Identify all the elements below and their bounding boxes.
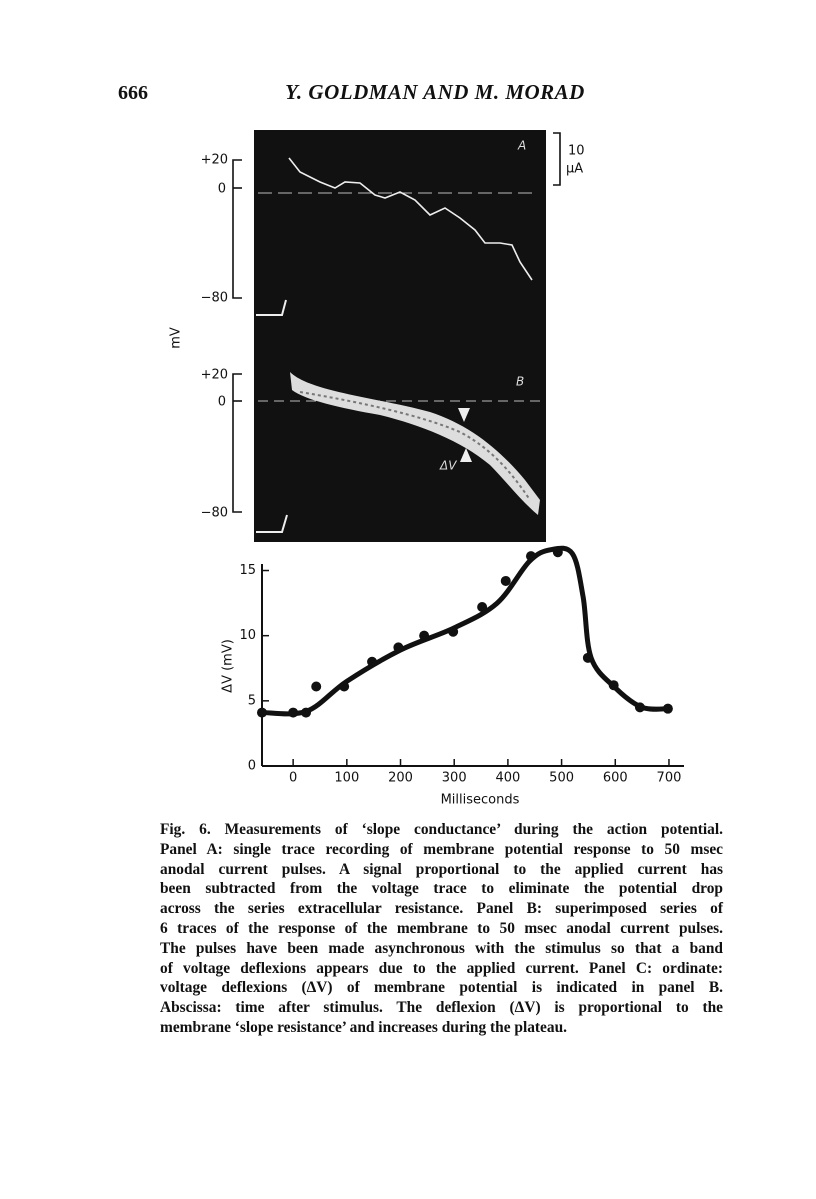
caption-line: Panel A: single trace recording of membr… xyxy=(160,840,723,858)
axis-label: −80 xyxy=(201,506,228,521)
current-scale xyxy=(553,132,561,186)
trace xyxy=(288,157,533,281)
fit-curve xyxy=(259,545,672,717)
x-tick-label: 500 xyxy=(549,771,574,786)
data-point xyxy=(500,575,511,586)
data-point xyxy=(608,680,619,691)
arrow xyxy=(458,408,470,422)
y-tick-label: 15 xyxy=(239,563,256,578)
trace xyxy=(256,299,287,316)
x-tick-label: 300 xyxy=(442,771,467,786)
axis-label: 0 xyxy=(218,395,226,410)
x-tick-label: 100 xyxy=(334,771,359,786)
trace xyxy=(256,514,288,533)
caption: Fig. 6. Measurements of ‘slope conductan… xyxy=(160,820,723,1038)
caption-line: The pulses have been made asynchronous w… xyxy=(160,939,723,957)
panel-label: A xyxy=(517,139,526,153)
caption-line: membrane ‘slope resistance’ and increase… xyxy=(160,1018,567,1036)
data-point xyxy=(634,702,645,713)
caption-line: anodal current pulses. A signal proporti… xyxy=(160,860,723,878)
y-tick-label: 10 xyxy=(239,628,256,643)
oscilloscope-panels: A B ΔV xyxy=(254,130,546,542)
x-tick-label: 700 xyxy=(657,771,682,786)
scale-unit: μA xyxy=(566,162,583,177)
data-point xyxy=(477,602,488,613)
trace-band xyxy=(299,391,531,501)
data-point xyxy=(582,652,593,663)
arrow xyxy=(460,448,472,462)
data-point xyxy=(339,681,350,692)
x-tick-label: 200 xyxy=(388,771,413,786)
trace-band xyxy=(290,372,540,515)
x-tick-label: 600 xyxy=(603,771,628,786)
data-point xyxy=(257,707,267,718)
caption-line: voltage deflexions (ΔV) of membrane pote… xyxy=(160,979,723,997)
scale-value: 10 xyxy=(568,144,585,159)
axis-label: 0 xyxy=(218,182,226,197)
caption-line: across the series extracellular resistan… xyxy=(160,900,723,918)
running-title: Y. GOLDMAN AND M. MORAD xyxy=(285,80,585,104)
x-axis-label: Milliseconds xyxy=(441,793,520,808)
arrow-label: ΔV xyxy=(439,459,457,473)
caption-line: 6 traces of the response of the membrane… xyxy=(160,919,723,937)
x-tick-label: 0 xyxy=(289,771,297,786)
data-point xyxy=(367,656,378,667)
x-tick-label: 400 xyxy=(495,771,520,786)
data-point xyxy=(552,547,563,558)
axis-label: +20 xyxy=(201,368,228,383)
data-point xyxy=(525,551,536,562)
scale-bracket xyxy=(232,159,242,299)
scale-bracket xyxy=(232,373,242,513)
y-tick-label: 0 xyxy=(248,759,256,774)
oscilloscope-background xyxy=(254,130,546,542)
data-point xyxy=(448,626,459,637)
y-axis-label: ΔV (mV) xyxy=(221,639,236,693)
caption-line: of voltage deflexions appears due to the… xyxy=(160,959,723,977)
axis-label: −80 xyxy=(201,291,228,306)
panel-label: B xyxy=(516,375,524,389)
scale-bars xyxy=(232,132,561,513)
y-tick-label: 5 xyxy=(248,693,256,708)
y-unit: mV xyxy=(169,327,184,349)
page-number: 666 xyxy=(118,82,148,104)
data-point xyxy=(393,642,404,653)
caption-line: Fig. 6. Measurements of ‘slope conductan… xyxy=(160,821,723,838)
caption-line: been subtracted from the voltage trace t… xyxy=(160,880,723,898)
caption-line: Abscissa: time after stimulus. The defle… xyxy=(160,999,723,1017)
data-point xyxy=(662,703,673,714)
axis-label: +20 xyxy=(201,153,228,168)
data-point xyxy=(301,707,312,718)
data-point xyxy=(288,707,299,718)
data-point xyxy=(419,630,430,641)
data-point xyxy=(311,681,322,692)
